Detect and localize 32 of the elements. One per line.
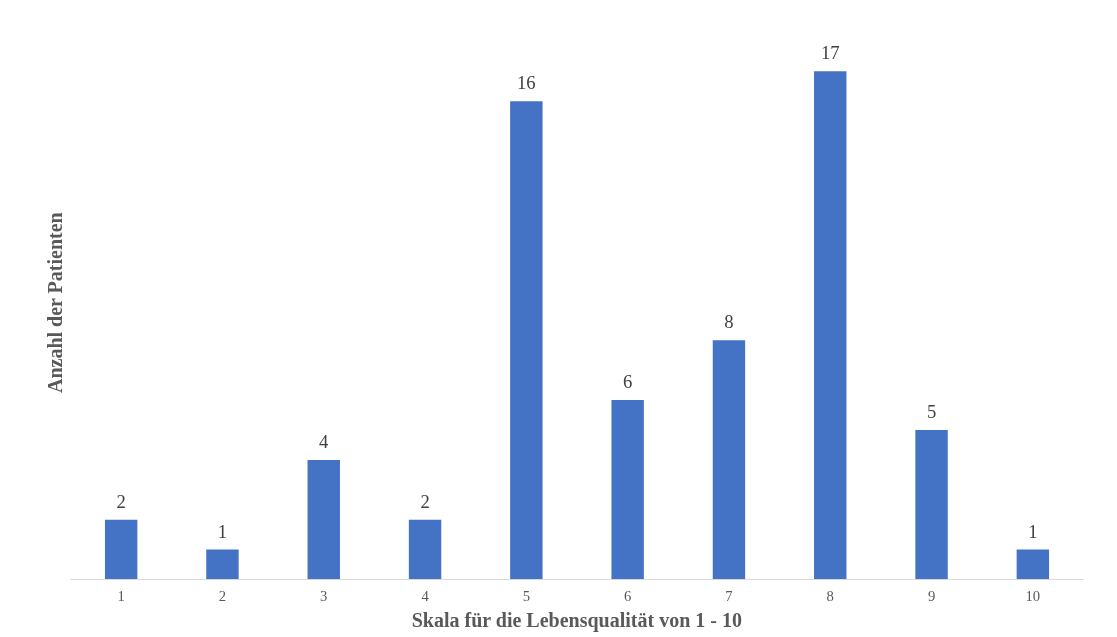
x-axis-title: Skala für die Lebensqualität von 1 - 10 [411,608,742,632]
x-tick-label: 5 [522,587,531,604]
bar [307,459,340,580]
data-label: 8 [724,311,734,333]
bar [510,101,543,580]
bar [408,519,442,580]
data-label: 6 [622,371,633,393]
bar [104,519,138,580]
x-tick-label: 7 [725,587,733,604]
bar [206,549,239,580]
data-label: 1 [1028,520,1038,542]
data-label: 2 [420,490,430,512]
x-tick-label: 10 [1025,587,1041,604]
bar [1016,549,1050,580]
data-label: 16 [517,72,536,94]
bar [915,430,948,580]
data-label: 5 [926,401,937,423]
data-label: 4 [319,430,330,452]
x-tick-label: 9 [927,587,936,604]
data-label: 17 [820,42,840,64]
data-label: 1 [217,520,228,542]
x-tick-label: 2 [218,587,227,604]
bar [814,71,847,580]
bar [611,400,644,580]
x-tick-label: 6 [623,587,632,604]
x-tick-label: 1 [117,587,125,604]
x-tick-label: 4 [421,587,430,604]
x-tick-label: 8 [826,587,834,604]
bar [712,340,746,580]
x-tick-label: 3 [320,587,328,604]
y-axis-title: Anzahl der Patienten [43,212,66,394]
data-label: 2 [116,490,126,512]
